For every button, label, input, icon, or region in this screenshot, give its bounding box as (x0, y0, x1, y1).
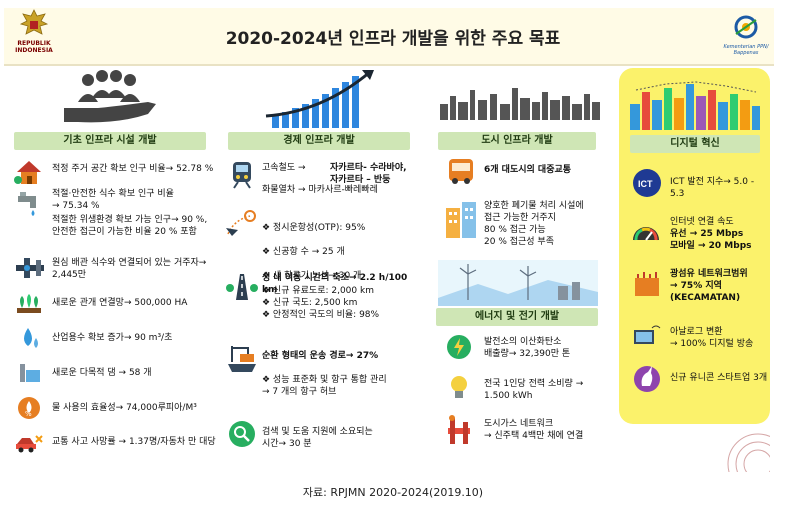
sprout-icon (16, 292, 42, 318)
col3-gas: 도시가스 네트워크 → 신주택 4백만 채에 연결 (484, 419, 584, 441)
col2-road-national: ❖ 신규 국도: 2,500 km (262, 298, 358, 308)
speedometer-icon (630, 218, 662, 248)
col4-internet-mobile: 모바일 → 20 Mbps (670, 241, 752, 251)
col3-transit: 6개 대도시의 대중교통 (484, 165, 572, 175)
col3-waste: 양호한 폐기물 처리 시설에 접근 가능한 거주지 80 % 접근 가능 20 … (484, 201, 584, 247)
col1-heading: 기초 인프라 시설 개발 (14, 132, 206, 150)
bappenas-logo: Kementerian PPN/ Bappenas (720, 14, 772, 60)
search-icon (228, 420, 256, 452)
growth-chart-icon (262, 66, 382, 134)
col2-ship-title: 순환 형태의 운송 경로→ 27% (262, 351, 379, 361)
smart-city-icon (626, 80, 762, 134)
dam-icon (18, 360, 42, 388)
col1-item-water: 적절·안전한 식수 확보 인구 비율 → 75.34 % (52, 189, 174, 211)
power-plug-icon (446, 334, 472, 364)
svg-text:ICT: ICT (638, 179, 653, 189)
col2-road-items: ❖ 신규 유료도로: 2,000 km ❖ 신규 국도: 2,500 km ❖ … (262, 285, 412, 321)
bappenas-emblem-icon (734, 15, 758, 39)
col1-item-housing: 적정 주거 공간 확보 인구 비율→ 52.78 % (52, 164, 214, 174)
efficiency-icon: % (16, 395, 42, 425)
garuda-emblem-icon (19, 9, 49, 35)
col2-heading: 경제 인프라 개발 (228, 132, 410, 150)
gas-pipe-icon (444, 414, 474, 450)
page-title: 2020-2024년 인프라 개발을 위한 주요 목표 (225, 29, 561, 49)
car-accident-icon (14, 430, 44, 458)
col2-ship-items: ❖ 성능 표준화 및 항구 통합 관리 → 7 개의 항구 허브 (262, 375, 387, 397)
fiber-network-icon (632, 270, 662, 304)
right-logo-caption: Kementerian PPN/ Bappenas (723, 44, 769, 56)
col1-item-dam: 새로운 다목적 댐 → 58 개 (52, 368, 152, 378)
garuda-logo: REPUBLIK INDONESIA (12, 8, 56, 60)
airplane-route-icon (224, 208, 258, 242)
energy-landscape-icon (438, 260, 598, 310)
col1-item-traffic: 교통 사고 사망률 → 1.37명/자동차 만 대당 (52, 437, 216, 447)
col2-freight: 화물열차 → 마카사르-빠레빠레 (262, 185, 378, 195)
community-hand-icon (58, 68, 166, 132)
bus-icon (446, 156, 476, 190)
col4-internet-fixed: 유선 → 25 Mbps (670, 229, 744, 239)
col2-rail-routes: 자카르타- 수라바야, 자카르타 – 반둥 (330, 163, 407, 185)
col1-item-irrigation: 새로운 관개 연결망→ 500,000 HA (52, 298, 188, 308)
col1-item-pipe: 원심 배관 식수와 연결되어 있는 거주자→ 2,445만 (52, 258, 207, 280)
left-logo-caption: REPUBLIK INDONESIA (15, 40, 53, 54)
col2-rail-label: 고속철도 → (262, 163, 306, 173)
energy-heading: 에너지 및 전기 개발 (436, 308, 598, 326)
ship-crane-icon (226, 344, 258, 378)
col1-item-industry-water: 산업용수 확보 증가→ 90 m³/초 (52, 333, 173, 343)
col1-item-sanitation: 적절한 위생환경 확보 가능 인구→ 90 %, 안전한 접근이 가능한 비율 … (52, 215, 208, 237)
batik-pattern-icon (722, 428, 786, 495)
train-icon (230, 160, 254, 194)
col2-search: 검색 및 도움 지원에 소요되는 시간→ 30 분 (262, 427, 373, 449)
col3-heading: 도시 인프라 개발 (438, 132, 596, 150)
col2-airport-new: ❖ 신공항 수 → 25 개 (262, 247, 345, 257)
faucet-icon (16, 190, 44, 220)
col4-heading: 디지털 혁신 (630, 135, 760, 153)
city-skyline-icon (440, 84, 600, 124)
col4-analog: 아날로그 변환 → 100% 디지털 방송 (670, 327, 754, 349)
col2-road-title: 성 내 이동 시간의 축소→ 2.2 h/100 km (262, 273, 408, 295)
col4-internet: 인터넷 연결 속도 유선 → 25 Mbps 모바일 → 20 Mbps (670, 216, 770, 252)
col4-internet-title: 인터넷 연결 속도 (670, 217, 734, 227)
col3-co2: 발전소의 이산화탄소 배출량→ 32,390만 톤 (484, 337, 571, 359)
col1-item-water-efficiency: 물 사용의 효율성→ 74,000루피아/M³ (52, 403, 197, 413)
col4-unicorn: 신규 유니콘 스타트업 3개 (670, 373, 768, 383)
header-bar (4, 8, 774, 66)
road-icon (226, 272, 258, 306)
ict-globe-icon: ICT (632, 168, 662, 202)
water-drop-icon (18, 326, 42, 354)
col2-airport-routes: ❖ 새 항공기 노선→ 30 개 (262, 271, 362, 281)
source-caption: 자료: RPJMN 2020-2024(2019.10) (302, 486, 484, 499)
unicorn-icon (632, 364, 662, 398)
col4-ict: ICT 발전 지수→ 5.0 - 5.3 (670, 177, 755, 199)
col4-broadband: 광섬유 네트워크범위 → 75% 지역(KECAMATAN) (670, 269, 748, 303)
lightbulb-icon (448, 374, 470, 406)
house-icon (14, 158, 44, 190)
col2-road-toll: ❖ 신규 유료도로: 2,000 km (262, 286, 374, 296)
col2-airport-otp: ❖ 정시운항성(OTP): 95% (262, 223, 366, 233)
col2-airport-items: ❖ 정시운항성(OTP): 95% ❖ 신공항 수 → 25 개 ❖ 새 항공기… (262, 210, 412, 294)
broadcast-icon (630, 322, 662, 354)
col2-road-stable: ❖ 안정적인 국도의 비율: 98% (262, 310, 380, 320)
pipe-network-icon (14, 256, 46, 284)
svg-text:%: % (25, 410, 32, 418)
apartment-icon (444, 200, 478, 244)
col3-power: 전국 1인당 전력 소비량 → 1.500 kWh (484, 379, 584, 401)
